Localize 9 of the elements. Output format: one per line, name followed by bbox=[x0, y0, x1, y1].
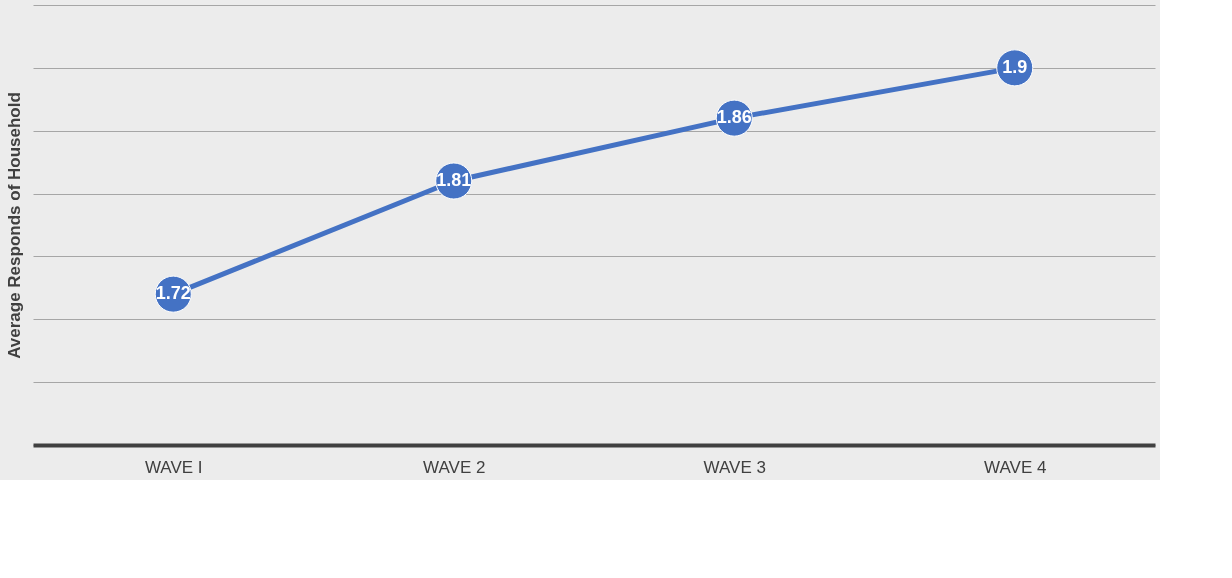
data-label: 1.81 bbox=[436, 170, 472, 190]
x-tick-label: WAVE I bbox=[144, 457, 203, 477]
data-label: 1.72 bbox=[155, 283, 191, 304]
x-tick-label: WAVE 2 bbox=[423, 457, 486, 477]
x-tick-label: WAVE 3 bbox=[703, 457, 766, 477]
data-label: 1.86 bbox=[716, 107, 752, 128]
x-tick-label: WAVE 4 bbox=[984, 457, 1047, 477]
data-label: 1.9 bbox=[1002, 56, 1028, 77]
y-axis-title: Average Responds of Household bbox=[4, 92, 24, 359]
